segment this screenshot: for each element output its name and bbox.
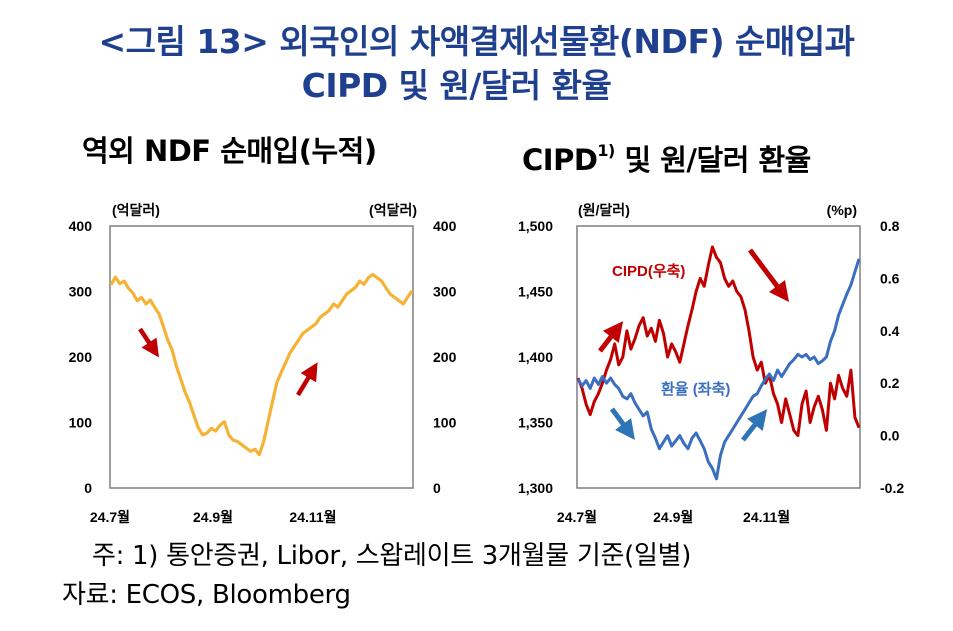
ndf-line — [109, 272, 414, 457]
cipd-tick-label: -0.2 — [880, 480, 904, 496]
source-note: 자료: ECOS, Bloomberg — [62, 580, 351, 610]
fx-tick-label: 1,400 — [518, 349, 553, 365]
cipd-arrow-down — [748, 248, 789, 302]
fx-series-label: 환율 (좌축) — [661, 380, 730, 398]
ndf-arrow-up — [296, 362, 318, 397]
ndf-left-tick-label: 300 — [69, 284, 93, 300]
ndf-x-tick-label: 24.9월 — [193, 509, 233, 525]
cipd-x-tick-label: 24.7월 — [557, 509, 597, 525]
fx-tick-label: 1,450 — [518, 284, 553, 300]
ndf-right-tick-label: 300 — [433, 284, 457, 300]
fx-line — [576, 258, 861, 481]
cipd-tick-label: 0.2 — [880, 375, 900, 391]
cipd-plot-frame — [576, 225, 861, 489]
ndf-chart: 0 0 100 100 200 200 300 300 400 400 (억달러) (억달러) 24.7… — [69, 202, 457, 525]
fx-tick-label: 1,300 — [518, 480, 553, 496]
cipd-fx-chart: 1,300 1,350 1,400 1,450 1,500 -0.2 0.0 0.2 0.4 0.… — [518, 202, 904, 525]
fx-tick-label: 1,350 — [518, 415, 553, 431]
left-chart-title: 역외 NDF 순매입(누적) — [82, 134, 377, 168]
ndf-x-tick-label: 24.11월 — [289, 509, 336, 525]
fx-arrow-down — [609, 407, 635, 441]
footnote: 주: 1) 통안증권, Libor, 스왑레이트 3개월물 기준(일별) — [92, 541, 692, 571]
ndf-right-tick-label: 100 — [433, 415, 457, 431]
ndf-arrow-down — [138, 327, 159, 358]
fx-arrow-up — [741, 409, 768, 442]
cipd-series-label: CIPD(우축) — [612, 263, 685, 280]
right-chart-title-rest: 및 원/달러 환율 — [624, 143, 811, 177]
ndf-right-tick-label: 400 — [433, 218, 457, 234]
cipd-x-tick-label: 24.11월 — [743, 509, 790, 525]
figure-title-line1: <그림 13> 외국인의 차액결제선물환(NDF) 순매입과 — [98, 22, 855, 61]
right-chart-title-main: CIPD — [522, 143, 598, 177]
ndf-x-tick-label: 24.7월 — [90, 509, 130, 525]
right-chart-title-footnote: 1) — [597, 141, 615, 160]
right-chart-title: CIPD1) 및 원/달러 환율 — [522, 133, 811, 178]
ndf-right-tick-label: 0 — [433, 480, 441, 496]
ndf-left-tick-label: 200 — [69, 349, 93, 365]
cipd-unit: (%p) — [827, 202, 857, 218]
cipd-arrow-up — [598, 321, 624, 353]
cipd-line — [576, 245, 861, 438]
ndf-right-tick-label: 200 — [433, 349, 457, 365]
cipd-tick-label: 0.4 — [880, 323, 900, 339]
ndf-right-unit: (억달러) — [369, 202, 417, 218]
ndf-left-tick-label: 0 — [84, 480, 92, 496]
cipd-tick-label: 0.8 — [880, 218, 900, 234]
fx-unit: (원/달러) — [578, 202, 630, 218]
cipd-tick-label: 0.6 — [880, 270, 900, 286]
cipd-tick-label: 0.0 — [880, 428, 900, 444]
cipd-x-tick-label: 24.9월 — [653, 509, 693, 525]
ndf-left-unit: (억달러) — [112, 202, 160, 218]
figure-title-line2: CIPD 및 원/달러 환율 — [301, 66, 612, 105]
ndf-plot-frame — [109, 225, 414, 489]
ndf-left-tick-label: 100 — [69, 415, 93, 431]
fx-tick-label: 1,500 — [518, 218, 553, 234]
ndf-left-tick-label: 400 — [69, 218, 93, 234]
